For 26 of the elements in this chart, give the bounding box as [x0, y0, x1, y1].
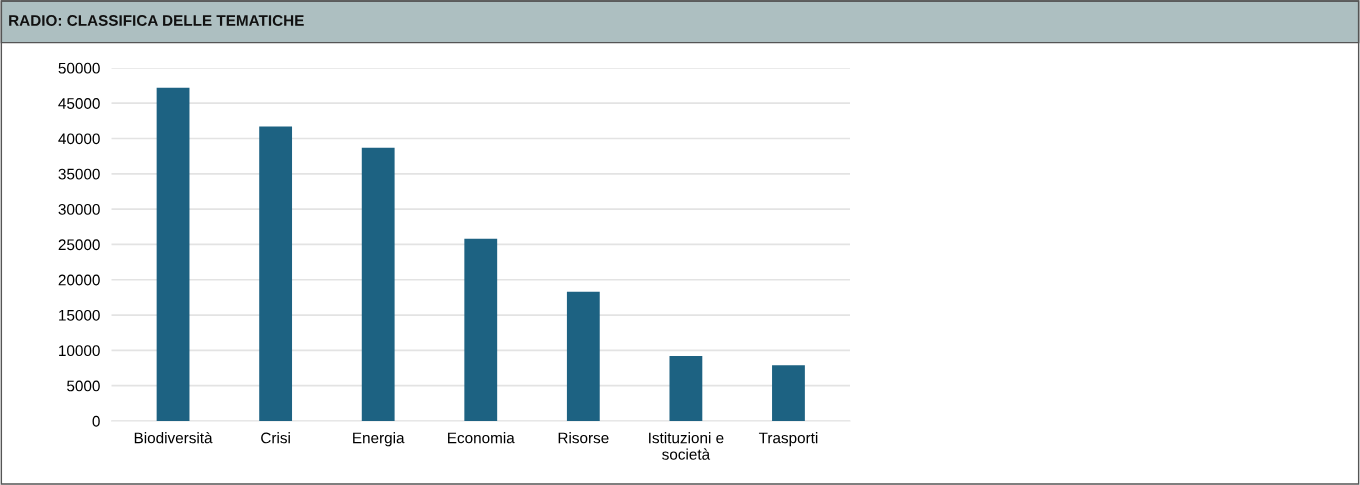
bar [464, 238, 498, 421]
bar [259, 126, 293, 421]
bar [156, 87, 190, 421]
chart-title: RADIO: CLASSIFICA DELLE TEMATICHE [9, 15, 304, 26]
y-tick-label: 5000 [67, 380, 100, 392]
y-tick-label: 40000 [58, 133, 100, 145]
bar [361, 147, 395, 421]
y-tick-label: 50000 [58, 62, 100, 74]
y-tick-label: 35000 [58, 168, 100, 180]
x-tick-label: Trasporti [758, 432, 818, 447]
y-tick-label: 10000 [59, 345, 100, 357]
x-tick-label: Energia [353, 432, 405, 447]
y-tick-label: 45000 [58, 98, 100, 109]
x-tick-label: Crisi [261, 432, 290, 444]
bar [669, 356, 703, 421]
bar [772, 365, 805, 421]
bar [566, 291, 600, 421]
x-tick-label: Risorse [558, 432, 609, 444]
x-tick-label: Economia [448, 432, 515, 444]
y-tick-label: 0 [92, 415, 100, 427]
y-tick-label: 20000 [58, 274, 100, 286]
y-tick-label: 25000 [58, 239, 100, 251]
x-tick-label: Istituzioni e società [649, 432, 724, 460]
y-tick-label: 30000 [58, 204, 100, 215]
y-tick-label: 15000 [59, 309, 100, 321]
x-tick-label: Biodiversità [134, 431, 213, 444]
